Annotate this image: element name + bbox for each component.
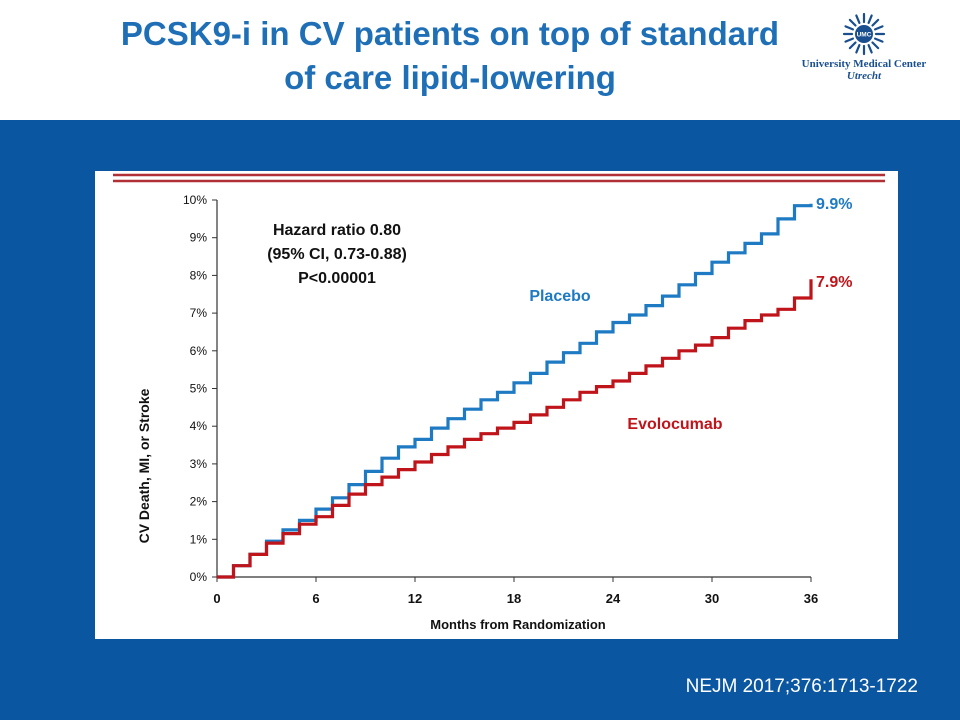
p-value-label: P<0.00001: [298, 270, 376, 287]
y-tick-label: 10%: [183, 193, 207, 207]
slide-title-line-2: of care lipid-lowering: [284, 59, 616, 96]
evolocumab-curve: [217, 279, 813, 579]
logo-ray: [873, 25, 884, 31]
chart-panel: 0% 1% 2% 3% 4% 5% 6% 7% 8% 9% 10% 0 6 12 18 24 30 36 Mont…: [95, 171, 898, 639]
y-tick-label: 8%: [190, 268, 208, 282]
logo-ray: [844, 25, 855, 31]
logo-ray: [855, 14, 861, 25]
y-tick-label: 4%: [190, 419, 208, 433]
logo-ray: [871, 18, 880, 27]
x-tick-label: 24: [606, 591, 621, 606]
placebo-series-label: Placebo: [529, 288, 591, 305]
y-tick-label: 9%: [190, 231, 208, 245]
slide-header: PCSK9-i in CV patients on top of standar…: [0, 0, 960, 120]
logo-ray: [848, 18, 857, 27]
slide-title: PCSK9-i in CV patients on top of standar…: [20, 12, 880, 100]
y-tick-label: 2%: [190, 495, 208, 509]
y-tick-label: 5%: [190, 382, 208, 396]
x-tick-label: 0: [213, 591, 220, 606]
logo-ray: [867, 14, 873, 25]
logo-ray: [873, 37, 884, 43]
evolocumab-series-label: Evolocumab: [627, 416, 722, 433]
citation: NEJM 2017;376:1713-1722: [685, 676, 918, 697]
logo-ray: [855, 43, 861, 54]
logo-city: Utrecht: [846, 70, 882, 82]
y-tick-label: 6%: [190, 344, 208, 358]
logo-emblem-text: UMC: [857, 32, 872, 39]
y-tick-label: 3%: [190, 457, 208, 471]
y-tick-label: 1%: [190, 532, 208, 546]
logo-ray: [867, 43, 873, 54]
logo-ray: [871, 41, 880, 50]
chart-lines: [217, 203, 813, 579]
x-tick-label: 6: [312, 591, 319, 606]
y-tick-label: 7%: [190, 306, 208, 320]
placebo-curve: [217, 203, 813, 579]
slide-title-line-1: PCSK9-i in CV patients on top of standar…: [120, 15, 780, 52]
x-tick-label: 18: [507, 591, 521, 606]
hazard-ratio-label: Hazard ratio 0.80: [273, 222, 401, 239]
confidence-interval-label: (95% CI, 0.73-0.88): [267, 246, 407, 263]
evolocumab-end-value-label: 7.9%: [816, 274, 852, 291]
x-axis-label: Months from Randomization: [430, 617, 606, 632]
kaplan-meier-chart: 0% 1% 2% 3% 4% 5% 6% 7% 8% 9% 10% 0 6 12 18 24 30 36 Mont…: [113, 173, 885, 632]
umc-utrecht-logo: UMC University Medical Center Utrecht: [794, 12, 934, 92]
x-tick-label: 12: [408, 591, 422, 606]
logo-ray: [848, 41, 857, 50]
placebo-end-value-label: 9.9%: [816, 196, 852, 213]
chart-ticks: 0% 1% 2% 3% 4% 5% 6% 7% 8% 9% 10% 0 6 12 18 24 30 36: [183, 193, 818, 606]
x-tick-label: 30: [705, 591, 719, 606]
umc-sun-emblem-icon: UMC: [842, 12, 886, 56]
logo-ray: [844, 37, 855, 43]
y-axis-label: CV Death, MI, or Stroke: [136, 388, 152, 543]
logo-institution-name: University Medical Center: [801, 58, 927, 70]
x-tick-label: 36: [804, 591, 818, 606]
y-tick-label: 0%: [190, 570, 208, 584]
